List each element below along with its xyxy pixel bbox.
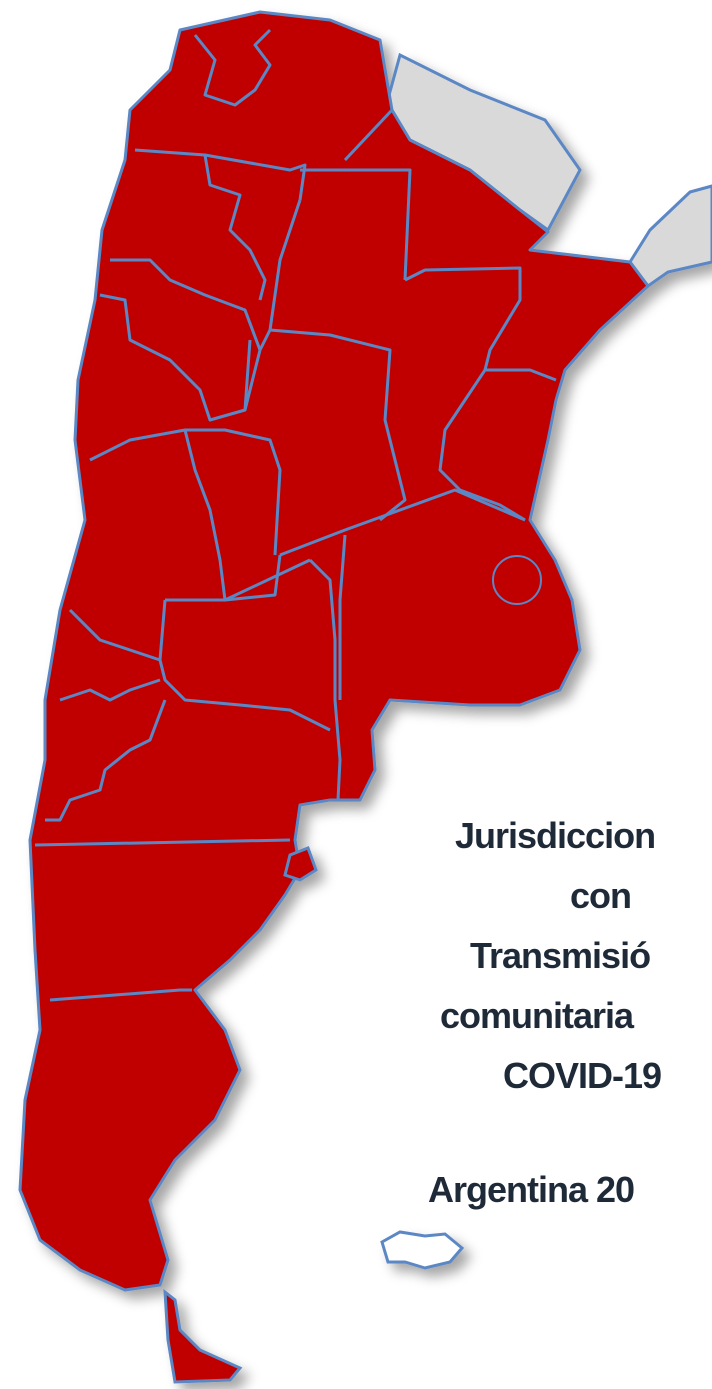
border [258, 199, 302, 351]
border [45, 699, 167, 822]
border [404, 266, 557, 382]
annotation: Jurisdiccion con Transmisió comunitaria … [428, 815, 662, 1210]
border [338, 534, 347, 700]
border [183, 429, 282, 602]
island [163, 1288, 243, 1384]
annotation-line: comunitaria [440, 995, 635, 1036]
city-border [492, 555, 542, 605]
border [99, 293, 262, 422]
border [165, 558, 311, 602]
border [110, 258, 262, 351]
border [269, 328, 407, 522]
border [134, 148, 267, 301]
border [68, 608, 161, 662]
border [243, 339, 252, 411]
annotation-line: COVID-19 [503, 1055, 661, 1096]
border [193, 28, 272, 107]
border [300, 168, 412, 281]
border [204, 153, 307, 201]
border [59, 678, 161, 702]
province-borders [34, 28, 557, 1002]
island [380, 1230, 465, 1270]
annotation-line: Argentina 20 [428, 1169, 634, 1210]
border [343, 108, 394, 162]
island [283, 846, 318, 882]
gray-region [628, 184, 712, 289]
border [89, 428, 282, 556]
border [438, 369, 526, 522]
annotation-line: Transmisió [470, 935, 650, 976]
annotation-line: Jurisdiccion [455, 815, 655, 856]
border [279, 488, 526, 557]
annotation-line: con [570, 875, 631, 916]
border [308, 558, 342, 801]
border [49, 988, 192, 1002]
border [34, 838, 291, 847]
